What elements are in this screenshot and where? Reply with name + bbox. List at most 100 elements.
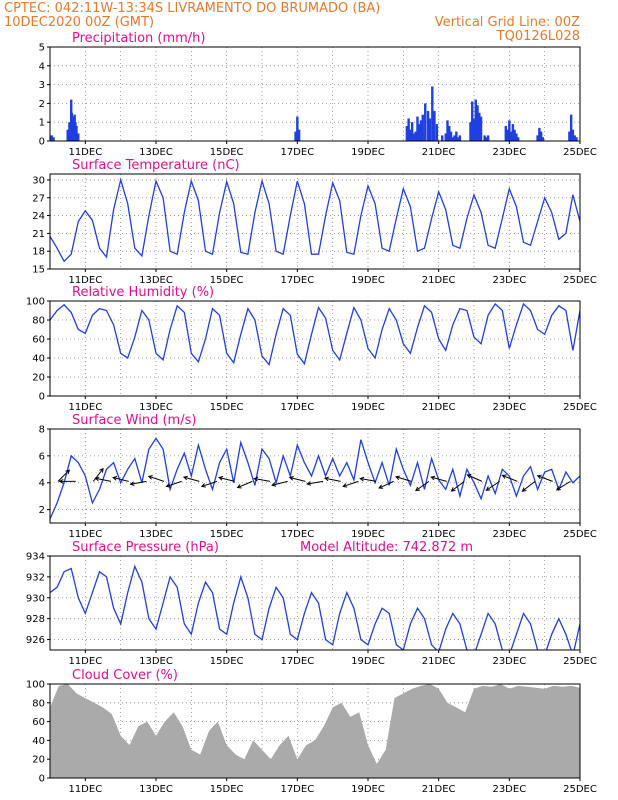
- x-tick-label: 21DEC: [422, 275, 456, 286]
- y-tick-label: 30: [32, 175, 45, 186]
- y-tick-label: 930: [26, 593, 45, 604]
- x-tick-label: 15DEC: [210, 275, 244, 286]
- precip-bar: [416, 116, 419, 141]
- wind-arrow: [200, 480, 218, 488]
- precip-bar: [479, 116, 483, 141]
- header-model-id: TQ0126L028: [496, 29, 580, 44]
- y-tick-label: 0: [39, 137, 45, 148]
- precip-bar: [509, 131, 513, 141]
- wind-arrow: [450, 480, 465, 492]
- precip-bar: [478, 112, 481, 141]
- x-tick-label: 25DEC: [563, 656, 597, 667]
- header-location: CPTEC: 042:11W-13:34S LIVRAMENTO DO BRUM…: [4, 1, 380, 16]
- panel-frame: [49, 683, 581, 779]
- x-tick-label: 11DEC: [68, 275, 102, 286]
- x-tick-label: 13DEC: [139, 147, 173, 158]
- x-tick-label: 15DEC: [210, 529, 244, 540]
- x-tick-label: 23DEC: [492, 784, 526, 795]
- precip-bar: [428, 118, 432, 141]
- wind-arrow: [555, 480, 571, 491]
- plot-area: [50, 437, 580, 520]
- x-tick-label: 13DEC: [139, 402, 173, 413]
- y-tick-label: 2: [39, 505, 45, 516]
- precip-bar: [405, 125, 409, 141]
- precip-bar: [575, 137, 578, 141]
- precip-bar: [538, 127, 541, 141]
- precip-bar: [573, 135, 576, 141]
- panel-pressure: 926 928 930 932 934 Surface Pressure (hPa) Mod…: [26, 540, 597, 667]
- x-tick-label: 19DEC: [351, 656, 385, 667]
- precip-bar: [516, 137, 520, 141]
- x-tick-label: 15DEC: [210, 784, 244, 795]
- y-tick-label: 1: [39, 118, 45, 129]
- panel-frame: [49, 428, 581, 524]
- x-tick-label: 23DEC: [492, 656, 526, 667]
- precip-bar: [294, 131, 297, 141]
- y-tick-label: 21: [32, 229, 45, 240]
- precip-bar: [424, 103, 427, 141]
- x-tick-label: 17DEC: [280, 784, 314, 795]
- wind-arrow: [430, 475, 447, 482]
- y-tick-label: 27: [32, 193, 45, 204]
- precip-bar: [471, 101, 474, 141]
- precip-bar: [444, 133, 447, 141]
- x-tick-label: 13DEC: [139, 529, 173, 540]
- precip-bar: [568, 131, 571, 141]
- x-tick-label: 19DEC: [351, 402, 385, 413]
- y-tick-label: 100: [26, 297, 45, 308]
- precip-bar: [449, 131, 453, 141]
- precip-bar: [77, 133, 80, 141]
- precip-bar: [506, 129, 509, 141]
- precip-bar: [418, 124, 421, 141]
- precip-bar: [569, 114, 573, 141]
- wind-arrow: [378, 480, 394, 489]
- series-line-humidity: [50, 302, 580, 367]
- precip-bar: [458, 135, 462, 141]
- y-tick-label: 4: [39, 61, 45, 72]
- plot-area: [50, 302, 580, 367]
- x-tick-label: 17DEC: [280, 275, 314, 286]
- wind-arrow: [415, 480, 430, 492]
- precip-bar: [472, 118, 476, 141]
- y-tick-label: 80: [32, 316, 45, 327]
- y-tick-label: 60: [32, 717, 45, 728]
- precip-bar: [515, 133, 518, 141]
- y-tick-label: 0: [39, 392, 45, 403]
- plot-area: [50, 564, 580, 650]
- plot-area: [50, 86, 578, 141]
- x-tick-label: 19DEC: [351, 147, 385, 158]
- precip-bar: [446, 120, 449, 141]
- header-run-date: 10DEC2020 00Z (GMT): [4, 15, 154, 30]
- y-tick-label: 4: [39, 478, 45, 489]
- panel-title: Cloud Cover (%): [72, 668, 178, 683]
- x-tick-label: 15DEC: [210, 147, 244, 158]
- series-line-temperature: [50, 177, 580, 263]
- precip-bar: [453, 135, 456, 141]
- panel-title: Surface Wind (m/s): [72, 413, 196, 428]
- precip-bar: [296, 116, 299, 141]
- wind-arrow: [271, 480, 288, 487]
- precip-bar: [75, 125, 78, 141]
- x-tick-label: 15DEC: [210, 402, 244, 413]
- y-tick-label: 932: [26, 572, 45, 583]
- x-tick-label: 21DEC: [422, 784, 456, 795]
- panel-annotation: Model Altitude: 742.872 m: [300, 540, 473, 555]
- x-tick-label: 13DEC: [139, 656, 173, 667]
- precip-bar: [504, 125, 507, 141]
- precip-bar: [508, 120, 511, 141]
- panel-title: Relative Humidity (%): [72, 285, 214, 300]
- panel-frame: [49, 173, 581, 270]
- wind-arrow: [92, 467, 104, 482]
- precip-bar: [476, 105, 479, 141]
- wind-arrow: [306, 480, 324, 486]
- x-tick-label: 23DEC: [492, 529, 526, 540]
- wind-arrow: [236, 480, 253, 489]
- wind-arrow: [288, 475, 306, 482]
- x-tick-label: 21DEC: [422, 656, 456, 667]
- x-tick-label: 17DEC: [280, 529, 314, 540]
- panels-group: 0 1 2 3 4 5 Precipitation (mm/h) 11DEC 13DEC 15DE…: [26, 31, 597, 795]
- precip-bar: [541, 137, 545, 141]
- precip-bar: [426, 110, 430, 141]
- y-tick-label: 0: [39, 774, 45, 785]
- header-grid-note: Vertical Grid Line: 00Z: [435, 15, 580, 30]
